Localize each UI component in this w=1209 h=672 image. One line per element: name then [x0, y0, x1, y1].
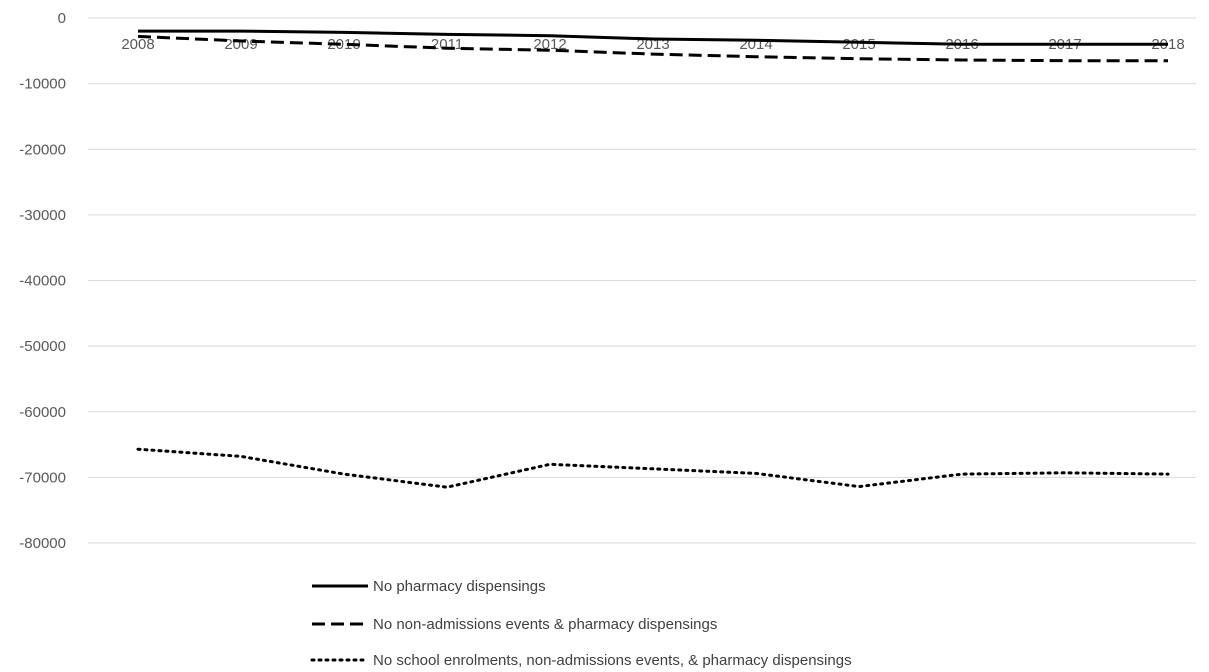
- legend-label-2: No non-admissions events & pharmacy disp…: [373, 616, 717, 633]
- series-line-2: [137, 34, 1168, 63]
- y-tick-label: -20000: [19, 141, 66, 158]
- y-tick-label: -50000: [19, 338, 66, 355]
- legend-label-3: No school enrolments, non-admissions eve…: [373, 652, 852, 669]
- y-tick-label: -80000: [19, 535, 66, 552]
- series-lines: [136, 29, 1170, 489]
- y-tick-label: -30000: [19, 207, 66, 224]
- x-axis-tick-labels: 2008 2009 2010 2011 2012 2013 2014 2015 2016 2017…: [121, 36, 1184, 53]
- series-line-3: [136, 447, 1170, 489]
- x-tick-label: 2015: [842, 36, 875, 53]
- x-tick-label: 2011: [431, 36, 463, 53]
- series-line-1: [138, 29, 1168, 46]
- legend-label-1: No pharmacy dispensings: [373, 578, 546, 595]
- legend: No pharmacy dispensings No non-admissions…: [310, 578, 852, 669]
- y-axis-tick-labels: 0 -10000 -20000 -30000 -40000 -50000 -60000 -70…: [19, 10, 66, 552]
- y-tick-label: 0: [58, 10, 66, 27]
- y-tick-label: -10000: [19, 76, 66, 93]
- y-tick-label: -40000: [19, 273, 66, 290]
- x-tick-label: 2014: [739, 36, 772, 53]
- x-tick-label: 2008: [121, 36, 154, 53]
- y-tick-label: -70000: [19, 469, 66, 486]
- y-tick-label: -60000: [19, 404, 66, 421]
- x-tick-label: 2009: [224, 36, 257, 53]
- gridlines: [88, 17, 1196, 544]
- x-tick-label: 2010: [327, 36, 360, 53]
